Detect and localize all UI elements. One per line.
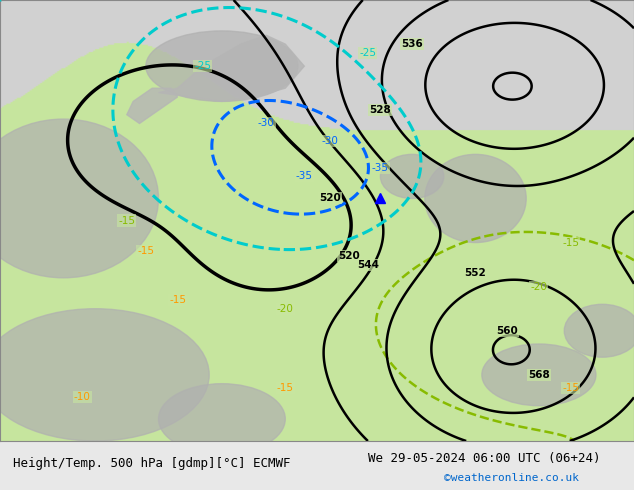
Text: -15: -15	[562, 238, 579, 247]
Ellipse shape	[564, 304, 634, 357]
Ellipse shape	[380, 154, 444, 198]
Text: -10: -10	[74, 392, 91, 402]
Text: -25: -25	[195, 61, 211, 71]
Text: We 29-05-2024 06:00 UTC (06+24): We 29-05-2024 06:00 UTC (06+24)	[368, 452, 600, 465]
Text: 552: 552	[465, 269, 486, 278]
Text: 544: 544	[357, 260, 378, 270]
Polygon shape	[127, 88, 178, 123]
Text: 520: 520	[338, 251, 359, 261]
Text: -15: -15	[119, 216, 135, 225]
Text: -15: -15	[169, 295, 186, 305]
Text: ©weatheronline.co.uk: ©weatheronline.co.uk	[444, 473, 579, 483]
Ellipse shape	[146, 31, 298, 101]
Ellipse shape	[0, 309, 209, 441]
Text: 568: 568	[528, 370, 550, 380]
Text: -15: -15	[277, 383, 294, 393]
Text: -30: -30	[258, 119, 275, 128]
Text: Height/Temp. 500 hPa [gdmp][°C] ECMWF: Height/Temp. 500 hPa [gdmp][°C] ECMWF	[13, 457, 290, 469]
Text: -30: -30	[321, 136, 338, 146]
Ellipse shape	[0, 119, 158, 278]
Text: -20: -20	[531, 282, 547, 292]
Polygon shape	[158, 35, 304, 101]
Text: -20: -20	[277, 304, 294, 314]
Text: -15: -15	[562, 383, 579, 393]
Ellipse shape	[482, 344, 596, 406]
Text: 560: 560	[496, 326, 518, 336]
Ellipse shape	[158, 384, 285, 454]
Text: -35: -35	[296, 172, 313, 181]
Text: 528: 528	[370, 105, 391, 115]
Text: 520: 520	[319, 194, 340, 203]
Text: -35: -35	[372, 163, 389, 172]
Text: -15: -15	[138, 246, 154, 256]
Text: 536: 536	[401, 39, 423, 49]
Ellipse shape	[425, 154, 526, 243]
Text: -25: -25	[359, 48, 376, 58]
